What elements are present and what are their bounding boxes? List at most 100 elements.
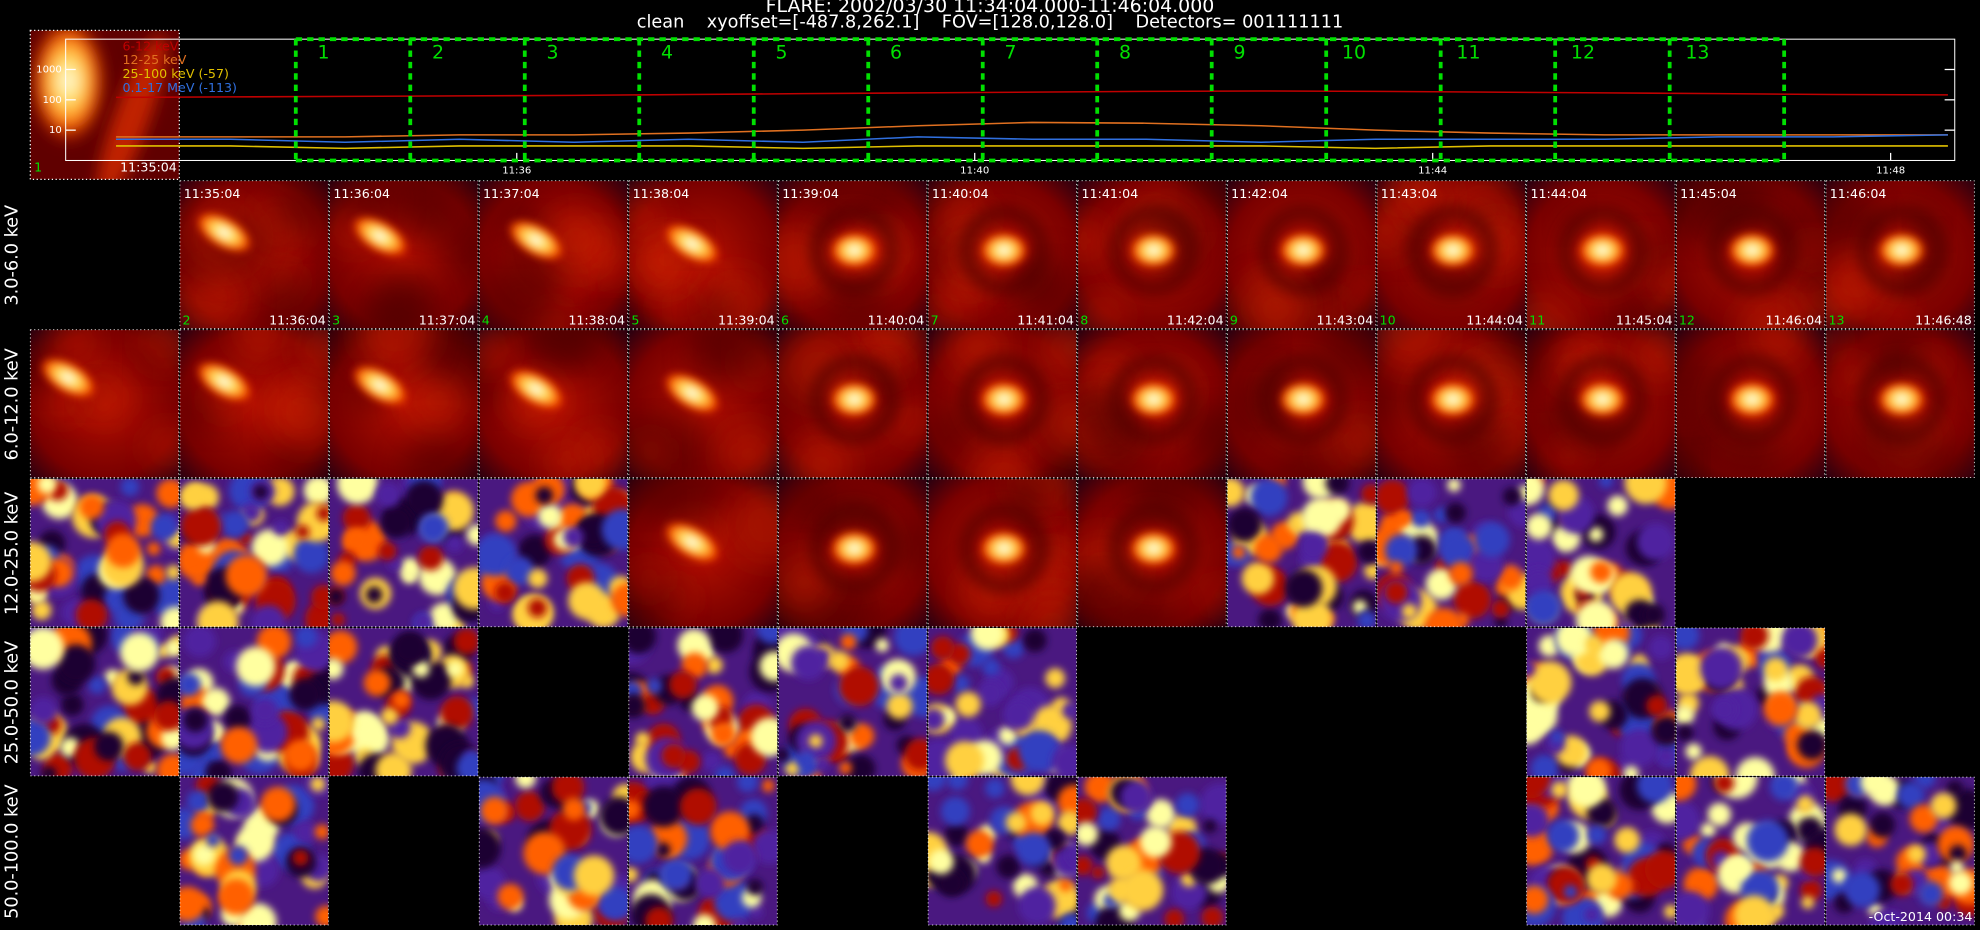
panel-texture — [574, 478, 607, 499]
image-panel — [179, 628, 329, 776]
source-blob — [662, 520, 722, 564]
image-panel — [179, 777, 329, 925]
panel-texture — [1200, 400, 1227, 450]
interval-label: 5 — [775, 42, 787, 64]
panel-texture — [1241, 562, 1275, 595]
interval-label: 4 — [661, 42, 673, 64]
panel-texture — [628, 192, 667, 242]
panel-texture — [288, 678, 322, 711]
panel-texture — [659, 857, 693, 891]
panel-texture — [611, 582, 628, 617]
panel-texture — [1077, 798, 1098, 826]
panel-interval: 7 — [931, 312, 939, 327]
panel-texture — [928, 777, 947, 791]
panel-texture — [294, 628, 318, 648]
panel-texture — [41, 766, 57, 776]
row-label: 6.0-12.0 keV — [3, 348, 23, 460]
panel-texture — [1377, 479, 1410, 515]
panel-texture — [123, 577, 160, 614]
image-panel — [179, 180, 329, 329]
panel-texture — [1361, 483, 1376, 505]
panel-texture — [656, 290, 694, 328]
image-panel — [329, 329, 478, 478]
panel-texture — [179, 886, 205, 922]
panel-texture — [1563, 885, 1578, 899]
panel-texture — [1950, 860, 1964, 875]
panel-texture — [1164, 909, 1185, 925]
panel-texture — [160, 726, 179, 751]
panel-texture — [1607, 495, 1628, 516]
panel-texture — [1447, 478, 1461, 492]
image-panel — [1676, 628, 1825, 776]
panel-texture — [1825, 329, 1843, 355]
panel-texture — [497, 883, 524, 910]
panel-texture — [996, 854, 1021, 879]
panel-texture — [1526, 338, 1556, 388]
panel-texture — [1676, 347, 1718, 415]
panel-texture — [1781, 628, 1818, 658]
panel-texture — [633, 563, 665, 595]
panel-texture — [1139, 825, 1172, 858]
panel-texture — [628, 628, 657, 655]
panel-texture — [1860, 777, 1890, 797]
panel-texture — [1474, 521, 1510, 558]
panel-texture — [483, 261, 560, 329]
panel-texture — [88, 676, 106, 694]
row-label: 3.0-6.0 keV — [3, 205, 23, 306]
panel-texture — [1121, 869, 1164, 911]
panel-texture — [1798, 236, 1825, 264]
panel-texture — [447, 660, 464, 677]
source-blob — [1128, 380, 1179, 419]
panel-texture — [60, 693, 84, 717]
panel-texture — [967, 442, 1038, 478]
panel-texture — [233, 329, 287, 362]
panel-texture — [756, 628, 778, 644]
thumbnail-time: 11:35:04 — [120, 160, 177, 175]
panel-texture — [245, 853, 280, 888]
panel-texture — [1273, 438, 1343, 478]
source-blob — [1876, 231, 1927, 270]
panel-texture — [785, 761, 800, 776]
panel-texture — [1623, 765, 1639, 776]
image-panel — [1526, 180, 1676, 329]
panel-interval: 6 — [781, 312, 789, 327]
panel-texture — [337, 180, 397, 230]
panel-texture — [1620, 728, 1659, 768]
panel-texture — [628, 693, 646, 718]
thumbnail-interval: 1 — [34, 160, 42, 175]
panel-texture — [479, 329, 511, 372]
panel-texture — [123, 742, 152, 771]
panel-texture — [146, 565, 166, 585]
panel-start-time: 11:37:04 — [483, 186, 540, 201]
panel-texture — [401, 568, 417, 584]
image-panel — [479, 329, 628, 478]
panel-texture — [1548, 479, 1579, 511]
panel-texture — [1002, 699, 1034, 731]
ring — [1559, 207, 1646, 294]
panel-texture — [1333, 413, 1376, 467]
panel-texture — [1546, 819, 1580, 852]
panel-start-time: 11:45:04 — [1680, 186, 1737, 201]
panel-texture — [1526, 660, 1536, 678]
panel-texture — [692, 914, 716, 925]
panel-texture — [573, 855, 615, 896]
image-panel — [1377, 180, 1526, 329]
panel-texture — [889, 674, 908, 692]
y-tick-label: 10 — [49, 125, 62, 136]
source-blob — [1577, 231, 1628, 270]
row-label: 25.0-50.0 keV — [3, 641, 23, 764]
panel-texture — [494, 582, 516, 604]
panel-end-time: 11:39:04 — [718, 312, 775, 327]
image-panel — [479, 777, 628, 925]
ring — [1260, 207, 1347, 294]
source-blob — [1427, 380, 1479, 419]
panel-texture — [1200, 180, 1227, 209]
panel-texture — [601, 508, 628, 551]
image-panel — [479, 180, 628, 329]
panel-texture — [314, 824, 329, 840]
panel-texture — [1010, 777, 1045, 796]
ring — [1409, 356, 1496, 443]
panel-texture — [628, 867, 638, 883]
panel-texture — [1325, 478, 1350, 495]
panel-texture — [985, 778, 1005, 799]
